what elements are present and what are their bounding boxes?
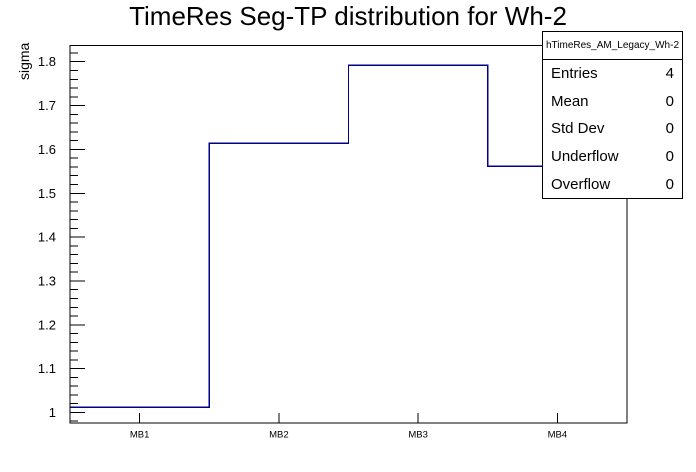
- stats-value: 4: [665, 65, 674, 83]
- stats-row: Std Dev 0: [543, 115, 682, 143]
- plot-frame: [69, 45, 628, 424]
- y-axis-title: sigma: [16, 42, 32, 80]
- y-tick-label: 1.8: [38, 54, 56, 69]
- y-tick-label: 1.7: [38, 98, 56, 113]
- y-tick-label: 1.1: [38, 361, 56, 376]
- y-tick-label: 1: [49, 405, 56, 420]
- y-tick-label: 1.5: [38, 186, 56, 201]
- stats-value: 0: [665, 120, 674, 138]
- stats-box: hTimeRes_AM_Legacy_Wh-2 Entries 4 Mean 0…: [542, 31, 683, 199]
- x-tick-label: MB4: [548, 430, 568, 441]
- y-tick-label: 1.4: [38, 230, 56, 245]
- chart-title: TimeRes Seg-TP distribution for Wh-2: [129, 1, 567, 31]
- stats-label: Std Dev: [551, 120, 605, 138]
- stats-label: Underflow: [551, 148, 619, 166]
- x-tick-label: MB3: [408, 430, 428, 441]
- stats-row: Underflow 0: [543, 143, 682, 171]
- stats-value: 0: [665, 175, 674, 193]
- stats-row: Entries 4: [543, 60, 682, 88]
- stats-label: Entries: [551, 65, 598, 83]
- x-tick-label: MB2: [269, 430, 289, 441]
- stats-rows: Entries 4 Mean 0 Std Dev 0 Underflow 0 O…: [543, 60, 682, 198]
- stats-row: Overflow 0: [543, 170, 682, 198]
- x-tick-label: MB1: [130, 430, 150, 441]
- y-tick-label: 1.2: [38, 317, 56, 332]
- stats-value: 0: [665, 148, 674, 166]
- y-tick-label: 1.6: [38, 142, 56, 157]
- stats-row: Mean 0: [543, 88, 682, 116]
- stats-value: 0: [665, 92, 674, 110]
- stats-label: Mean: [551, 92, 589, 110]
- y-tick-label: 1.3: [38, 273, 56, 288]
- stats-box-title: hTimeRes_AM_Legacy_Wh-2: [543, 32, 682, 60]
- stats-label: Overflow: [551, 175, 611, 193]
